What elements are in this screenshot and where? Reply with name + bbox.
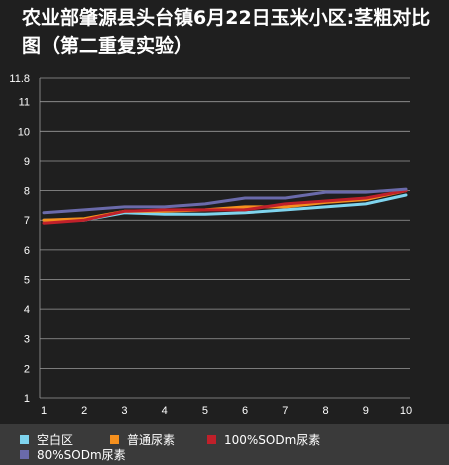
y-tick-label: 9 bbox=[24, 156, 30, 168]
plot-area: 1 2 3 4 5 6 7 8 9 10 11 11.8 1 2 3 4 5 6 7 8 9 10 bbox=[9, 73, 412, 417]
legend-swatch bbox=[207, 435, 216, 444]
y-tick-label: 4 bbox=[24, 304, 30, 316]
legend-item: 空白区 bbox=[20, 431, 73, 448]
legend-item: 普通尿素 bbox=[110, 431, 175, 448]
x-tick-label: 10 bbox=[400, 405, 412, 417]
y-tick-label: 6 bbox=[24, 245, 30, 257]
series-line-4 bbox=[42, 187, 408, 215]
legend-item: 100%SODm尿素 bbox=[207, 431, 320, 448]
grid-lines bbox=[39, 77, 410, 399]
legend-label: 普通尿素 bbox=[127, 433, 176, 447]
legend-swatch bbox=[20, 435, 29, 444]
legend-label: 空白区 bbox=[37, 433, 74, 447]
series-line-3 bbox=[42, 189, 408, 225]
x-tick-label: 9 bbox=[363, 405, 369, 417]
axis-labels: 1 2 3 4 5 6 7 8 9 10 11 11.8 1 2 3 4 5 6 7 8 9 10 bbox=[9, 73, 412, 417]
legend-label: 100%SODm尿素 bbox=[224, 433, 321, 447]
x-tick-label: 3 bbox=[121, 405, 127, 417]
y-tick-label: 5 bbox=[24, 274, 30, 286]
x-tick-label: 8 bbox=[322, 405, 328, 417]
x-tick-label: 4 bbox=[162, 405, 168, 417]
y-tick-label: 7 bbox=[24, 215, 30, 227]
y-tick-label: 8 bbox=[24, 186, 30, 198]
legend-label: 80%SODm尿素 bbox=[37, 448, 126, 462]
x-tick-label: 2 bbox=[81, 405, 87, 417]
legend-swatch bbox=[110, 435, 119, 444]
chart-title: 农业部肇源县头台镇6月22日玉米小区:茎粗对比图（第二重复实验） bbox=[22, 7, 431, 57]
x-tick-label: 7 bbox=[282, 405, 288, 417]
y-tick-label: 11 bbox=[19, 97, 30, 109]
y-tick-label: 1 bbox=[24, 393, 30, 405]
x-tick-label: 6 bbox=[242, 405, 248, 417]
series-lines bbox=[42, 187, 408, 225]
legend: 空白区 普通尿素 100%SODm尿素 80%SODm尿素 bbox=[0, 424, 449, 465]
y-tick-label: 11.8 bbox=[9, 73, 30, 85]
x-tick-label: 5 bbox=[202, 405, 208, 417]
y-tick-label: 10 bbox=[18, 126, 30, 138]
x-tick-label: 1 bbox=[41, 405, 47, 417]
legend-item: 80%SODm尿素 bbox=[20, 446, 126, 463]
legend-swatch bbox=[20, 450, 29, 459]
y-tick-label: 3 bbox=[24, 334, 30, 346]
y-tick-label: 2 bbox=[24, 363, 30, 375]
